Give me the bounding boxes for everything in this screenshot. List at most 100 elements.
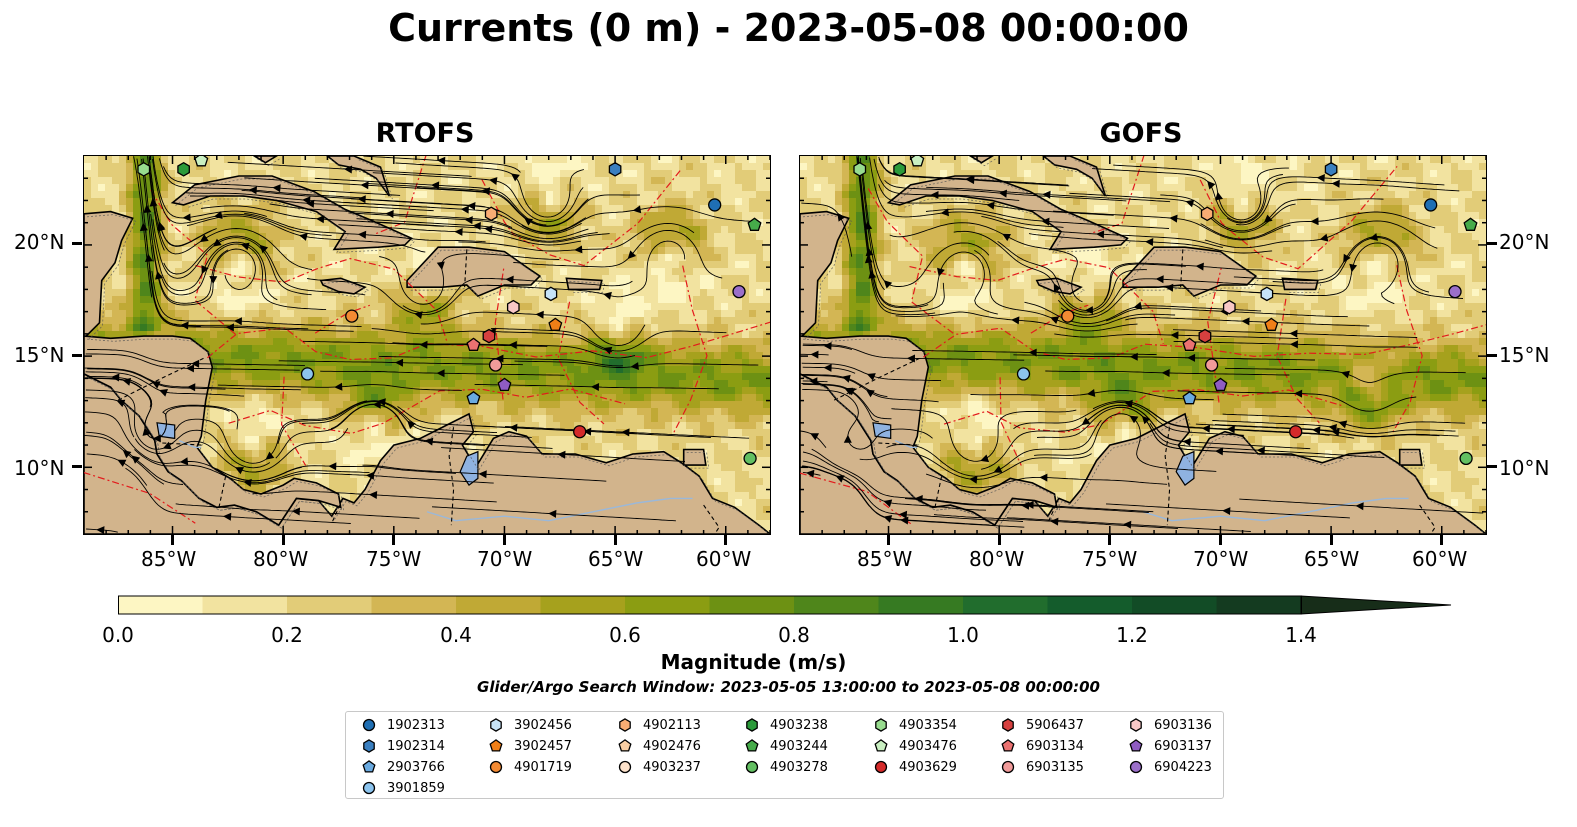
- float-marker-4903278: [743, 451, 757, 466]
- lon-label-65w-rtofs: 65°W: [588, 547, 644, 571]
- lon-tick: [724, 535, 728, 545]
- float-marker-3902457: [1264, 317, 1279, 331]
- lon-tick: [281, 535, 285, 545]
- float-marker-4901719: [1061, 309, 1075, 323]
- legend-label: 4903278: [770, 759, 828, 775]
- lon-tick: [392, 535, 396, 545]
- axis-ticks: [84, 156, 770, 534]
- colorbar-segment: [709, 596, 795, 614]
- legend-marker-3901859: [362, 781, 376, 795]
- legend-marker-4902476: [618, 739, 632, 752]
- colorbar-tick-2: 0.4: [440, 623, 472, 647]
- legend-marker-6904223: [1129, 760, 1143, 774]
- search-window-subtitle: Glider/Argo Search Window: 2023-05-05 13…: [477, 678, 1100, 696]
- legend-label: 6903136: [1154, 717, 1212, 733]
- colorbar-segment: [963, 596, 1048, 614]
- legend-item-6903137: 6903137: [1128, 736, 1212, 756]
- float-marker-6904223: [1448, 284, 1462, 299]
- legend-label: 4903238: [770, 717, 828, 733]
- lon-tick: [171, 535, 175, 545]
- legend-item-1902313: 1902313: [361, 715, 445, 735]
- lon-label-80w-rtofs: 80°W: [253, 547, 309, 571]
- lake: [872, 422, 892, 440]
- legend-item-4903354: 4903354: [873, 715, 957, 735]
- lon-label-85w-gofs: 85°W: [857, 547, 913, 571]
- country-borders: [116, 249, 720, 534]
- legend-marker-4903476: [874, 739, 888, 752]
- lon-tick: [997, 535, 1001, 545]
- float-marker-6904223: [732, 284, 746, 299]
- streamlines: [800, 156, 1484, 532]
- legend-item-4903476: 4903476: [873, 736, 957, 756]
- colorbar-segment: [456, 596, 541, 614]
- lon-tick: [887, 535, 891, 545]
- float-marker-1902313: [708, 198, 722, 212]
- float-marker-4903244: [747, 217, 762, 231]
- float-marker-3902456: [544, 286, 558, 302]
- colorbar-segment: [371, 596, 457, 614]
- legend-marker-6903136: [1130, 718, 1142, 732]
- float-marker-4901719: [345, 309, 359, 323]
- colorbar-segment: [794, 596, 879, 614]
- colorbar-segment: [1047, 596, 1133, 614]
- landmass: [800, 156, 1486, 534]
- lake: [156, 422, 176, 440]
- float-marker-3901859: [1016, 367, 1031, 381]
- legend-marker-2903766: [362, 760, 376, 773]
- colorbar-segment: [118, 596, 203, 614]
- legend-marker-1902314: [363, 739, 375, 753]
- lat-tick-right: [1487, 242, 1497, 246]
- figure-title: Currents (0 m) - 2023-05-08 00:00:00: [388, 6, 1189, 50]
- legend-label: 4903629: [899, 759, 957, 775]
- colorbar-segment: [1132, 596, 1217, 614]
- float-markers: [137, 156, 762, 466]
- map-rtofs: [83, 155, 771, 535]
- legend-item-4902476: 4902476: [617, 736, 701, 756]
- legend-item-6904223: 6904223: [1128, 757, 1212, 777]
- legend-label: 4903354: [899, 717, 957, 733]
- legend-marker-4903278: [745, 760, 759, 774]
- legend-label: 3901859: [387, 780, 445, 796]
- float-marker-4903238: [177, 161, 190, 177]
- lat-tick-right: [1487, 353, 1497, 357]
- colorbar-segment: [625, 596, 710, 614]
- float-marker-6903136: [1222, 299, 1236, 315]
- legend-item-2903766: 2903766: [361, 757, 445, 777]
- legend-label: 3902456: [514, 717, 572, 733]
- legend-marker-4901719: [489, 760, 503, 774]
- float-marker-2903766: [466, 390, 481, 405]
- colorbar-tick-0: 0.0: [102, 623, 134, 647]
- float-marker-6903135: [1204, 358, 1219, 372]
- legend-marker-4903244: [745, 739, 759, 752]
- lon-label-75w-gofs: 75°W: [1082, 547, 1138, 571]
- float-marker-1902314: [1324, 161, 1338, 177]
- legend-label: 6903134: [1026, 738, 1084, 754]
- legend-item-4901719: 4901719: [488, 757, 572, 777]
- legend-label: 3902457: [514, 738, 572, 754]
- float-marker-6903135: [488, 358, 503, 372]
- colorbar-segment: [878, 596, 964, 614]
- map-gofs: [799, 155, 1487, 535]
- rivers: [178, 439, 693, 522]
- lat-label-20n-right: 20°N: [1499, 230, 1550, 254]
- legend-label: 4903476: [899, 738, 957, 754]
- legend-item-6903135: 6903135: [1000, 757, 1084, 777]
- float-marker-3902456: [1260, 286, 1274, 302]
- lat-label-15n-right: 15°N: [1499, 343, 1550, 367]
- lon-tick: [502, 535, 506, 545]
- legend-marker-4903237: [618, 760, 632, 774]
- colorbar-extend-max: [1300, 595, 1452, 615]
- lon-tick: [613, 535, 617, 545]
- legend-label: 5906437: [1026, 717, 1084, 733]
- legend-marker-6903135: [1001, 760, 1015, 774]
- float-legend: 1902313 1902314 2903766 3901859 3902456 39024…: [345, 711, 1224, 799]
- lat-label-10n-left: 10°N: [14, 456, 65, 480]
- legend-item-1902314: 1902314: [361, 736, 445, 756]
- float-marker-4902113: [484, 206, 498, 222]
- legend-marker-4903238: [746, 718, 758, 732]
- float-marker-4903629: [1289, 425, 1303, 439]
- float-marker-4903238: [893, 161, 906, 177]
- legend-label: 1902314: [387, 738, 445, 754]
- float-marker-4903476: [194, 156, 209, 167]
- float-marker-4903354: [137, 161, 151, 177]
